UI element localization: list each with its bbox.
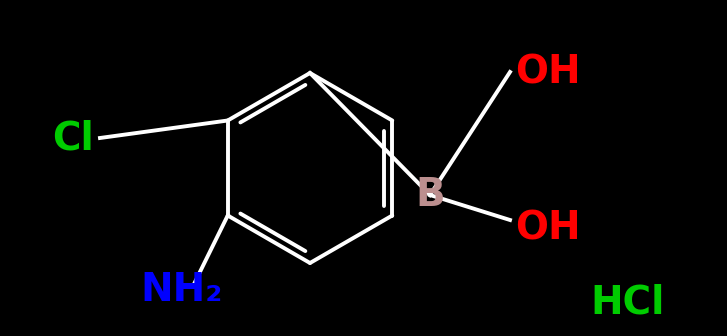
Text: Cl: Cl <box>52 119 94 157</box>
Text: B: B <box>415 176 445 214</box>
Text: OH: OH <box>515 209 581 247</box>
Text: OH: OH <box>515 53 581 91</box>
Text: HCl: HCl <box>590 284 664 322</box>
Text: NH₂: NH₂ <box>140 271 222 309</box>
